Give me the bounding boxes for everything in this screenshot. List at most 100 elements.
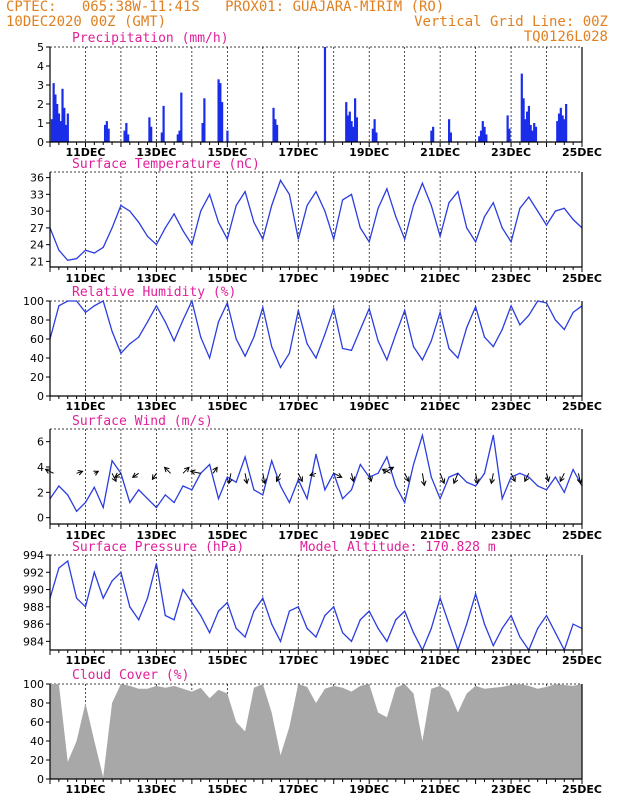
rh-point [209, 357, 211, 359]
press-point [315, 636, 317, 638]
press-point [333, 606, 335, 608]
wind-arrow [212, 467, 218, 474]
temp-point [76, 258, 78, 260]
wind-point [191, 489, 193, 491]
press-point [412, 632, 415, 634]
temp-point [377, 207, 379, 209]
temp-point [545, 224, 548, 226]
precip-bar [479, 130, 483, 142]
precip-bar [449, 132, 452, 142]
rh-point [324, 333, 326, 335]
wind-point [537, 485, 539, 487]
wind-x-tick-label: 19DEC [349, 529, 389, 542]
temp-x-tick-label: 21DEC [420, 272, 460, 285]
rh-point [457, 357, 459, 359]
temp-y-tick-label: 27 [30, 222, 44, 235]
wind-point [377, 472, 379, 474]
temp-point [244, 190, 246, 193]
wind-point [315, 453, 317, 455]
rh-point [111, 330, 113, 332]
rh-point [466, 327, 468, 329]
wind-point [253, 489, 255, 491]
wind-point [492, 434, 494, 436]
wind-point [439, 498, 441, 500]
precip-bar [524, 119, 527, 142]
wind-point [67, 494, 69, 496]
temp-y-tick-label: 21 [30, 255, 44, 268]
temp-point [173, 213, 175, 215]
press-point [262, 597, 264, 599]
wind-point [386, 456, 388, 458]
rh-x-tick-label: 23DEC [491, 400, 531, 413]
rh-point [271, 346, 273, 348]
press-x-tick-label: 11DEC [65, 654, 105, 667]
wind-y-tick-label: 2 [37, 486, 44, 499]
precip-bar [217, 79, 220, 142]
cloud-y-tick-label: 0 [37, 773, 44, 786]
rh-point [279, 366, 282, 369]
precip-bar [56, 104, 59, 142]
rh-y-tick-label: 0 [37, 390, 44, 403]
rh-point [510, 305, 512, 307]
temp-point [138, 221, 140, 223]
wind-arrow [333, 472, 342, 478]
rh-point [483, 336, 486, 338]
temp-point [342, 199, 344, 201]
precip-bar [345, 102, 348, 142]
rh-point [333, 308, 335, 310]
temp-point [200, 210, 202, 212]
press-point [164, 614, 166, 617]
precip-bar [355, 117, 358, 142]
rh-point [572, 311, 574, 313]
precip-bar [559, 107, 562, 142]
precip-y-tick-label: 0 [37, 136, 44, 149]
wind-point [563, 491, 565, 493]
precip-y-tick-label: 2 [37, 98, 44, 111]
press-point [271, 623, 273, 625]
rh-x-tick-label: 19DEC [349, 400, 389, 413]
precip-x-tick-label: 23DEC [491, 146, 531, 159]
wind-point [306, 498, 308, 500]
rh-x-tick-label: 15DEC [207, 400, 247, 413]
temp-point [483, 216, 486, 218]
rh-point [448, 347, 450, 350]
rh-point [146, 321, 149, 323]
press-point [501, 627, 503, 630]
press-point [350, 640, 353, 642]
header-model-code: TQ0126L028 [523, 29, 608, 45]
press-point [324, 614, 326, 617]
wind-point [448, 476, 450, 478]
wind-point [475, 485, 477, 487]
wind-point [209, 463, 211, 466]
precip-bar [348, 111, 351, 142]
press-point [76, 597, 78, 599]
press-x-tick-label: 25DEC [562, 654, 602, 667]
rh-point [368, 308, 370, 310]
rh-y-tick-label: 100 [23, 295, 44, 308]
precip-bar [180, 92, 183, 142]
precip-bar [219, 83, 222, 142]
rh-point [554, 319, 557, 321]
rh-point [76, 300, 78, 302]
rh-point [262, 307, 264, 309]
temp-point [466, 227, 468, 229]
wind-x-tick-label: 25DEC [562, 529, 602, 542]
wind-point [84, 501, 87, 504]
press-y-tick-label: 988 [23, 601, 44, 614]
precip-x-tick-label: 19DEC [349, 146, 389, 159]
rh-title: Relative Humidity (%) [72, 285, 236, 300]
cloud-y-tick-label: 80 [30, 697, 44, 710]
cloud-y-tick-label: 60 [30, 716, 44, 729]
cloud-x-tick-label: 11DEC [65, 783, 105, 796]
precip-bar [565, 104, 568, 142]
wind-arrow-head [439, 478, 446, 485]
precip-bar [275, 124, 279, 142]
press-x-tick-label: 21DEC [420, 654, 460, 667]
press-point [155, 563, 157, 565]
wind-point [404, 501, 406, 504]
temp-point [519, 207, 521, 209]
wind-point [244, 456, 246, 458]
wind-arrow [546, 473, 550, 482]
wind-arrow-head [452, 478, 459, 485]
